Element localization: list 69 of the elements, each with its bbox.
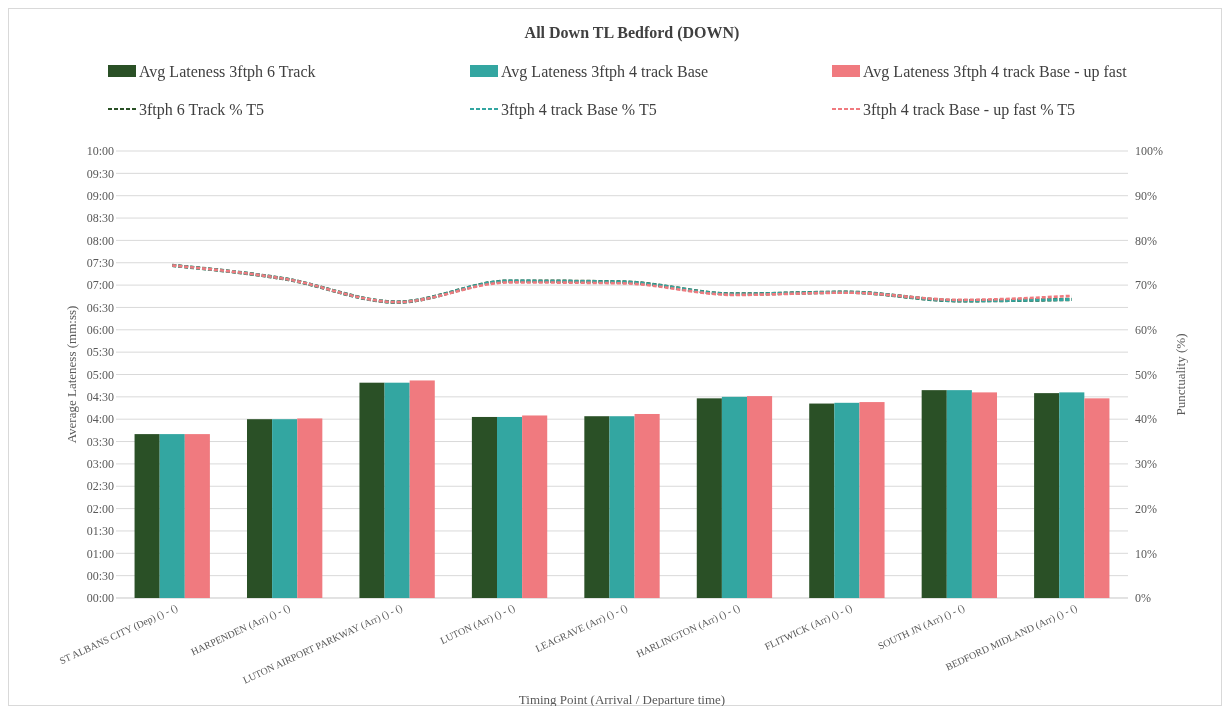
bar [584, 416, 610, 598]
bar [159, 434, 185, 598]
y2-tick-label: 10% [1135, 546, 1157, 561]
y2-tick-label: 20% [1135, 501, 1157, 516]
y-tick-label: 07:00 [86, 278, 114, 293]
y-tick-label: 09:30 [86, 166, 114, 181]
y-tick-label: 04:30 [86, 390, 114, 405]
y2-tick-label: 30% [1135, 457, 1157, 472]
y-tick-label: 04:00 [86, 412, 114, 427]
bar [634, 413, 660, 598]
bar [747, 396, 773, 598]
y-tick-label: 08:00 [86, 233, 114, 248]
legend-label: Avg Lateness 3ftph 4 track Base - up fast [863, 62, 1128, 81]
y2-tick-label: 90% [1135, 188, 1157, 203]
bar [1059, 392, 1085, 598]
y2-tick-label: 50% [1135, 367, 1157, 382]
chart-title: All Down TL Bedford (DOWN) [524, 24, 740, 42]
bar [134, 434, 160, 598]
y-tick-label: 03:00 [86, 457, 114, 472]
bar [971, 392, 997, 598]
bar [471, 416, 497, 598]
x-axis-title: Timing Point (Arrival / Departure time) [518, 692, 726, 706]
bar [272, 419, 298, 598]
y-tick-label: 01:00 [86, 546, 114, 561]
y-tick-label: 00:30 [86, 568, 114, 583]
bar [1034, 393, 1060, 598]
bar [1084, 398, 1110, 598]
bar [247, 419, 273, 598]
y-tick-label: 00:00 [86, 591, 114, 606]
bar [497, 416, 523, 598]
bar [809, 403, 835, 598]
y-tick-label: 06:30 [86, 300, 114, 315]
bar [522, 415, 548, 598]
legend-label: Avg Lateness 3ftph 4 track Base [501, 62, 709, 81]
y-tick-label: 07:30 [86, 255, 114, 270]
legend-label: 3ftph 4 track Base % T5 [501, 100, 657, 119]
y-tick-label: 05:00 [86, 367, 114, 382]
y-axis-title: Average Lateness (mm:ss) [64, 305, 79, 444]
legend-label: 3ftph 4 track Base - up fast % T5 [863, 100, 1076, 119]
legend-label: Avg Lateness 3ftph 6 Track [139, 62, 316, 81]
bar [696, 398, 722, 598]
y-tick-label: 06:00 [86, 323, 114, 337]
bar [384, 382, 410, 598]
y-tick-label: 02:30 [86, 479, 114, 494]
y2-tick-label: 60% [1135, 323, 1157, 337]
bar [297, 418, 323, 598]
y2-tick-label: 40% [1135, 412, 1157, 427]
bar [184, 434, 210, 598]
bar [946, 390, 972, 598]
y-tick-label: 10:00 [86, 144, 114, 159]
legend-label: 3ftph 6 Track % T5 [139, 100, 265, 119]
bar [721, 396, 747, 598]
y2-tick-label: 70% [1135, 278, 1157, 293]
y-tick-label: 01:30 [86, 524, 114, 539]
bar [359, 382, 385, 598]
y2-tick-label: 100% [1135, 144, 1163, 159]
y-tick-label: 03:30 [86, 434, 114, 449]
y2-tick-label: 80% [1135, 233, 1157, 248]
y2-tick-label: 0% [1135, 591, 1151, 606]
y-tick-label: 09:00 [86, 188, 114, 203]
y2-axis-title: Punctuality (%) [1173, 333, 1188, 416]
bar [859, 402, 885, 598]
y-tick-label: 02:00 [86, 501, 114, 516]
bar [834, 402, 860, 598]
y-tick-label: 08:30 [86, 211, 114, 226]
bar [409, 380, 435, 598]
bar [609, 416, 635, 598]
bar [921, 390, 947, 598]
y-tick-label: 05:30 [86, 345, 114, 360]
